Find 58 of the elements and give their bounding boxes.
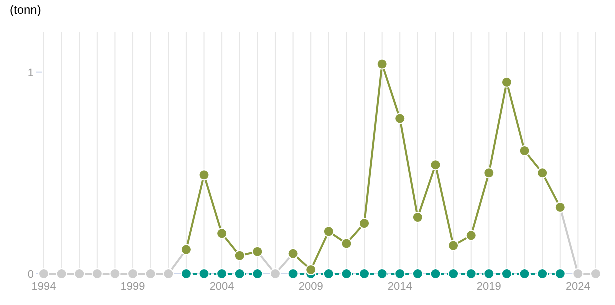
point	[341, 268, 352, 280]
point	[145, 268, 156, 280]
point	[359, 268, 370, 280]
x-tick-label: 2019	[476, 281, 502, 293]
point	[341, 238, 352, 250]
x-tick-label: 2024	[566, 281, 590, 293]
point	[448, 268, 460, 280]
point	[198, 268, 210, 280]
point	[448, 240, 460, 252]
point	[110, 268, 121, 280]
point	[484, 268, 495, 280]
point	[163, 268, 174, 280]
point	[394, 113, 406, 124]
point	[180, 268, 192, 280]
x-tick-label: 2009	[298, 281, 324, 293]
point	[537, 268, 548, 280]
x-tick-label: 2014	[388, 281, 412, 293]
point	[537, 168, 548, 179]
point	[572, 268, 584, 280]
point	[234, 268, 246, 280]
point	[501, 76, 512, 88]
point	[394, 268, 406, 280]
point	[519, 268, 530, 280]
x-tick-label: 1999	[120, 281, 146, 293]
point	[466, 268, 477, 280]
point	[306, 264, 317, 276]
point	[590, 268, 602, 280]
point	[376, 58, 388, 70]
point	[412, 212, 424, 224]
point	[216, 228, 228, 240]
point	[430, 268, 442, 280]
point	[38, 268, 50, 280]
point	[56, 268, 68, 280]
x-tick-label: 2004	[210, 281, 234, 293]
point	[412, 268, 424, 280]
x-tick-label: 1994	[32, 281, 56, 293]
point	[288, 268, 299, 280]
point	[554, 268, 566, 280]
y-tick-label: 1	[28, 67, 34, 80]
point	[484, 168, 495, 179]
point	[430, 160, 442, 171]
point	[234, 250, 246, 262]
y-tick-label: 0	[28, 269, 34, 281]
point	[519, 145, 530, 156]
point	[216, 268, 228, 280]
point	[270, 268, 281, 280]
point	[323, 268, 334, 280]
point	[501, 268, 512, 280]
point	[466, 230, 477, 242]
point	[252, 268, 264, 280]
point	[323, 226, 334, 238]
point	[128, 268, 139, 280]
point	[74, 268, 86, 280]
point	[92, 268, 103, 280]
y-axis-title: (tonn)	[10, 3, 42, 17]
point	[376, 268, 388, 280]
point	[198, 170, 210, 181]
point	[359, 218, 370, 230]
